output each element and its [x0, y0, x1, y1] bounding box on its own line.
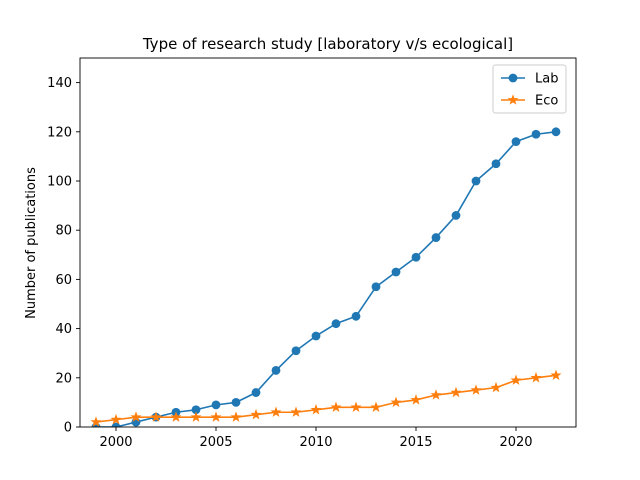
data-point-eco: [230, 411, 242, 422]
x-tick-label: 2020: [499, 435, 532, 450]
legend: Lab Eco: [492, 64, 567, 114]
data-point-eco: [90, 416, 102, 427]
data-point-lab: [531, 129, 541, 139]
data-point-eco: [530, 372, 542, 383]
x-tick-label: 2010: [299, 435, 332, 450]
data-point-eco: [430, 389, 442, 400]
data-point-eco: [110, 413, 122, 425]
legend-marker-eco: [507, 94, 519, 105]
data-point-eco: [130, 411, 142, 422]
data-point-lab: [511, 137, 521, 147]
data-point-eco: [470, 384, 482, 395]
data-point-lab: [331, 319, 341, 329]
data-point-lab: [291, 346, 301, 356]
legend-marker-lab: [508, 73, 518, 83]
y-tick-label: 140: [47, 76, 72, 91]
data-point-lab: [431, 233, 441, 242]
legend-label-eco: Eco: [535, 94, 558, 109]
axes-frame: [79, 57, 577, 428]
data-point-eco: [170, 411, 182, 422]
data-point-lab: [551, 127, 561, 137]
data-point-eco: [290, 406, 302, 417]
data-point-eco: [190, 411, 202, 422]
data-point-lab: [411, 252, 421, 262]
data-point-eco: [550, 369, 562, 381]
y-tick-label: 0: [64, 421, 72, 436]
legend-label-lab: Lab: [535, 72, 558, 87]
data-point-lab: [311, 331, 321, 341]
data-point-lab: [231, 398, 241, 407]
data-point-eco: [450, 386, 462, 398]
x-tick-label: 2000: [99, 435, 132, 450]
y-tick-label: 120: [47, 125, 72, 140]
data-point-lab: [451, 211, 461, 220]
data-point-eco: [310, 404, 322, 415]
plot-area: 2000 2005 2010 2015 2020 0 20 40 60 80 100 120 140: [47, 57, 577, 450]
data-point-eco: [490, 381, 502, 393]
data-point-lab: [211, 400, 221, 410]
y-tick-label: 100: [47, 175, 72, 190]
data-point-lab: [391, 267, 401, 277]
y-tick-label: 60: [55, 273, 72, 288]
y-axis-label: Number of publications: [24, 167, 39, 319]
data-point-lab: [491, 159, 501, 169]
data-point-eco: [330, 401, 342, 412]
x-tick-label: 2005: [199, 435, 232, 450]
data-point-eco: [510, 374, 522, 385]
chart-title: Type of research study [laboratory v/s e…: [142, 35, 513, 53]
data-point-eco: [270, 406, 282, 417]
data-point-eco: [410, 394, 422, 405]
y-tick-label: 20: [55, 371, 72, 386]
data-point-lab: [351, 311, 361, 321]
data-point-lab: [271, 366, 281, 375]
data-point-eco: [370, 401, 382, 412]
data-point-eco: [150, 411, 162, 422]
series-group: [90, 127, 562, 427]
data-point-lab: [371, 282, 381, 292]
data-point-lab: [111, 422, 121, 427]
y-tick-label: 80: [55, 224, 72, 239]
data-point-eco: [250, 408, 262, 420]
data-point-lab: [251, 388, 261, 397]
data-point-eco: [350, 401, 362, 412]
data-point-lab: [191, 405, 201, 415]
data-point-eco: [210, 411, 222, 422]
data-point-lab: [471, 176, 481, 186]
x-tick-label: 2015: [399, 435, 432, 450]
data-point-eco: [390, 396, 402, 408]
y-tick-label: 40: [55, 322, 72, 337]
